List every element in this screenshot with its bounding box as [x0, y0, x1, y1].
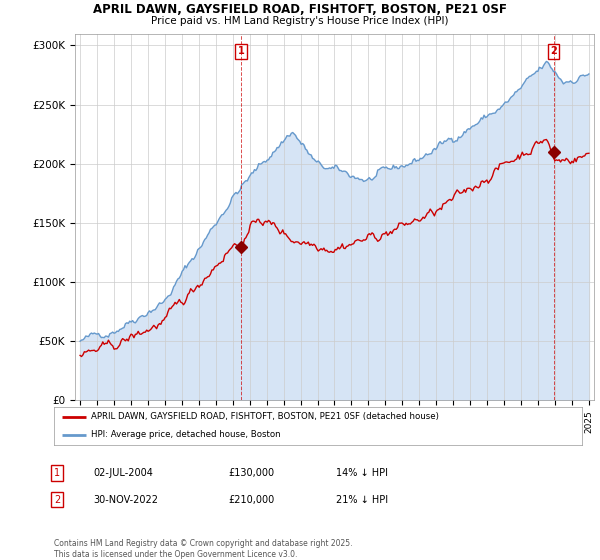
Text: £210,000: £210,000: [228, 494, 274, 505]
Text: 1: 1: [238, 46, 245, 57]
Text: £130,000: £130,000: [228, 468, 274, 478]
Text: 14% ↓ HPI: 14% ↓ HPI: [336, 468, 388, 478]
Text: 02-JUL-2004: 02-JUL-2004: [93, 468, 153, 478]
Text: 30-NOV-2022: 30-NOV-2022: [93, 494, 158, 505]
Text: 21% ↓ HPI: 21% ↓ HPI: [336, 494, 388, 505]
Text: HPI: Average price, detached house, Boston: HPI: Average price, detached house, Bost…: [91, 430, 281, 439]
Text: APRIL DAWN, GAYSFIELD ROAD, FISHTOFT, BOSTON, PE21 0SF (detached house): APRIL DAWN, GAYSFIELD ROAD, FISHTOFT, BO…: [91, 412, 439, 421]
Text: Price paid vs. HM Land Registry's House Price Index (HPI): Price paid vs. HM Land Registry's House …: [151, 16, 449, 26]
Text: 2: 2: [550, 46, 557, 57]
Text: 1: 1: [54, 468, 60, 478]
Text: 2: 2: [54, 494, 60, 505]
Text: Contains HM Land Registry data © Crown copyright and database right 2025.
This d: Contains HM Land Registry data © Crown c…: [54, 539, 353, 559]
Text: APRIL DAWN, GAYSFIELD ROAD, FISHTOFT, BOSTON, PE21 0SF: APRIL DAWN, GAYSFIELD ROAD, FISHTOFT, BO…: [93, 3, 507, 16]
